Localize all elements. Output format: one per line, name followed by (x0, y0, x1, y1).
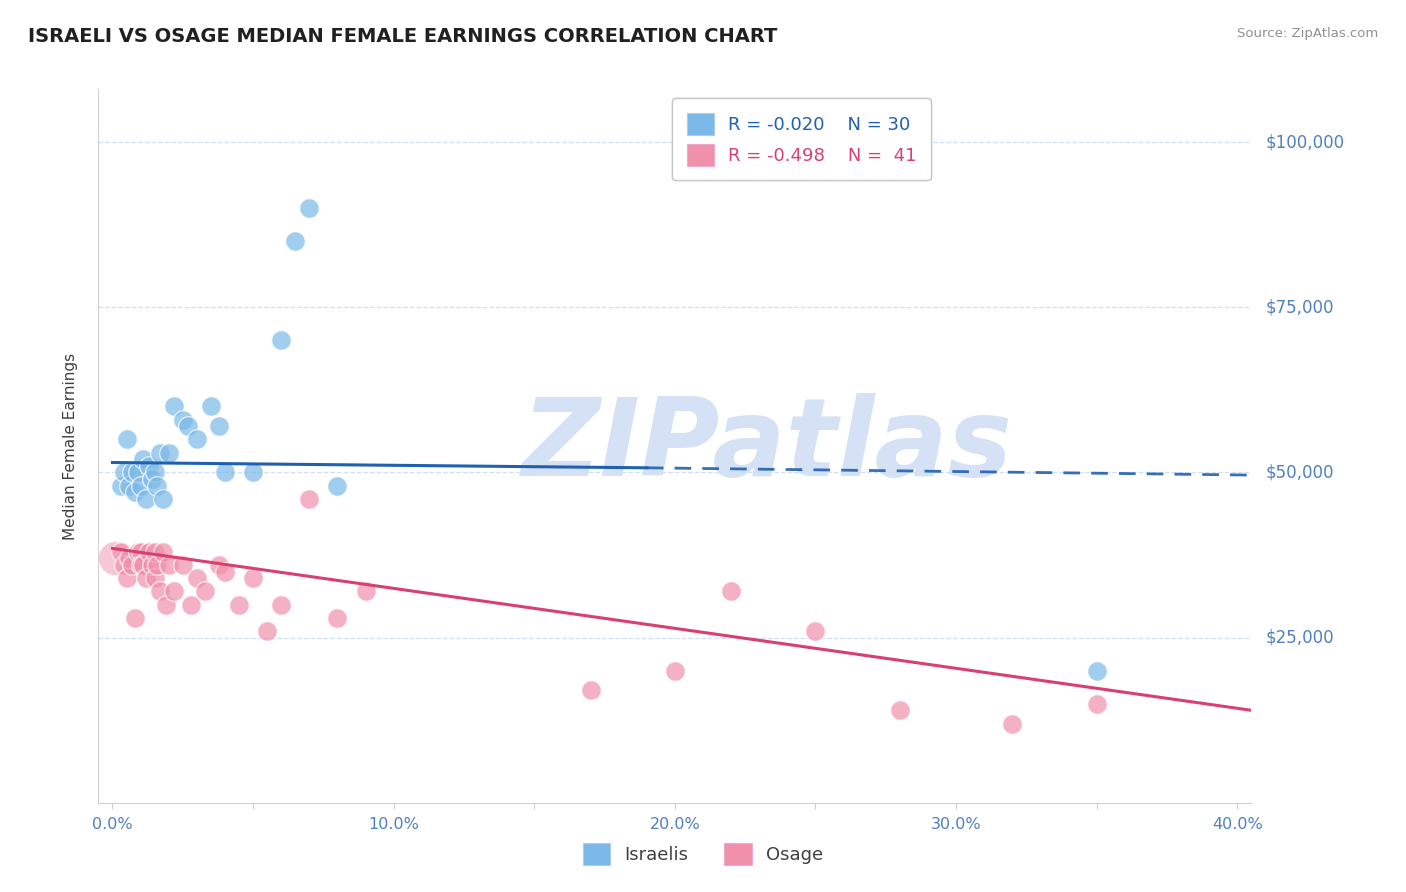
Point (135, 571, 157, 585)
Point (129, 545, 152, 559)
Point (298, 201, 321, 215)
Point (121, 466, 143, 480)
Point (326, 611, 349, 625)
Point (152, 491, 174, 506)
Legend: Israelis, Osage: Israelis, Osage (574, 834, 832, 874)
Point (326, 478, 349, 492)
Point (127, 545, 149, 559)
Point (118, 551, 141, 566)
Point (889, 703, 911, 717)
Point (157, 558, 180, 572)
Point (110, 478, 132, 492)
Point (172, 412, 194, 426)
Point (186, 571, 208, 585)
Y-axis label: Median Female Earnings: Median Female Earnings (63, 352, 77, 540)
Point (172, 558, 194, 572)
Point (1085, 664, 1108, 678)
Point (664, 664, 686, 678)
Point (121, 558, 143, 572)
Point (129, 478, 152, 492)
Point (115, 433, 138, 447)
Point (270, 333, 292, 347)
Point (127, 466, 149, 480)
Point (149, 584, 172, 599)
Point (104, 551, 127, 566)
Point (118, 478, 141, 492)
Point (112, 466, 135, 480)
Point (256, 624, 278, 638)
Text: $100,000: $100,000 (1265, 133, 1344, 151)
Point (579, 683, 602, 698)
Point (720, 584, 742, 599)
Point (194, 584, 217, 599)
Point (157, 445, 180, 459)
Text: $50,000: $50,000 (1265, 464, 1334, 482)
Point (132, 558, 155, 572)
Text: ISRAELI VS OSAGE MEDIAN FEMALE EARNINGS CORRELATION CHART: ISRAELI VS OSAGE MEDIAN FEMALE EARNINGS … (28, 27, 778, 45)
Text: $25,000: $25,000 (1265, 629, 1334, 647)
Text: Source: ZipAtlas.com: Source: ZipAtlas.com (1237, 27, 1378, 40)
Point (208, 419, 231, 434)
Point (143, 571, 166, 585)
Point (110, 545, 132, 559)
Point (146, 478, 169, 492)
Point (132, 452, 155, 467)
Point (124, 611, 146, 625)
Point (208, 558, 231, 572)
Point (149, 445, 172, 459)
Point (143, 466, 166, 480)
Point (270, 598, 292, 612)
Point (804, 624, 827, 638)
Point (129, 558, 152, 572)
Point (163, 400, 186, 414)
Point (138, 545, 160, 559)
Point (155, 598, 177, 612)
Point (146, 558, 169, 572)
Point (284, 234, 307, 248)
Point (200, 400, 222, 414)
Point (1001, 716, 1024, 731)
Point (152, 545, 174, 559)
Point (163, 584, 186, 599)
Legend: R = -0.020    N = 30, R = -0.498    N =  41: R = -0.020 N = 30, R = -0.498 N = 41 (672, 98, 931, 180)
Point (228, 598, 250, 612)
Point (115, 571, 138, 585)
Text: $75,000: $75,000 (1265, 298, 1334, 317)
Point (186, 433, 208, 447)
Point (1085, 697, 1108, 711)
Point (180, 598, 202, 612)
Point (124, 485, 146, 500)
Point (354, 584, 377, 599)
Point (141, 558, 163, 572)
Point (143, 545, 166, 559)
Point (138, 458, 160, 473)
Point (242, 571, 264, 585)
Point (214, 466, 236, 480)
Text: ZIPatlas: ZIPatlas (522, 393, 1012, 499)
Point (141, 472, 163, 486)
Point (298, 491, 321, 506)
Point (177, 419, 200, 434)
Point (112, 558, 135, 572)
Point (214, 565, 236, 579)
Point (242, 466, 264, 480)
Point (135, 491, 157, 506)
